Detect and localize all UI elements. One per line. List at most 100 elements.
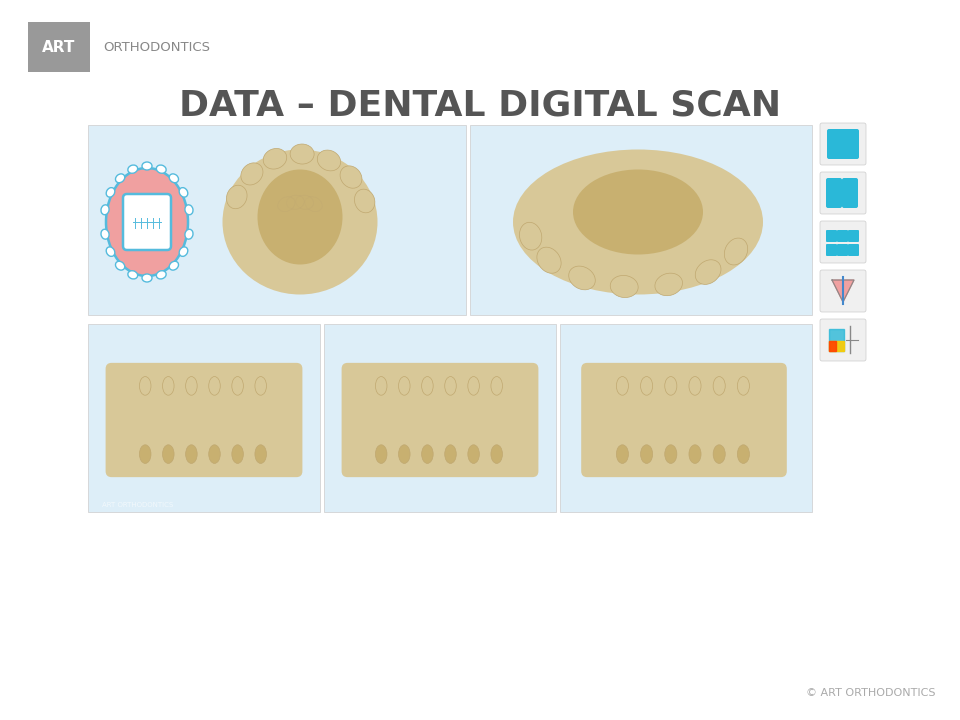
Ellipse shape [180,188,188,197]
Ellipse shape [185,445,197,464]
FancyBboxPatch shape [560,324,812,512]
Ellipse shape [689,377,701,395]
FancyBboxPatch shape [324,324,556,512]
FancyBboxPatch shape [123,194,171,250]
Ellipse shape [128,271,137,279]
Ellipse shape [421,445,433,464]
Ellipse shape [223,150,377,294]
Ellipse shape [664,445,677,464]
Ellipse shape [106,168,188,276]
Polygon shape [829,341,844,351]
Ellipse shape [655,273,683,296]
Ellipse shape [491,377,502,395]
FancyBboxPatch shape [88,324,320,512]
Ellipse shape [162,377,174,395]
Ellipse shape [296,195,314,210]
Ellipse shape [640,377,653,395]
Polygon shape [832,280,854,302]
Ellipse shape [340,166,362,188]
Ellipse shape [208,377,220,395]
Text: ORTHODONTICS: ORTHODONTICS [103,40,210,53]
Ellipse shape [142,162,152,170]
Ellipse shape [139,377,151,395]
FancyBboxPatch shape [848,230,859,242]
Ellipse shape [169,174,179,183]
Ellipse shape [713,445,725,464]
Ellipse shape [101,229,109,239]
FancyBboxPatch shape [837,230,848,242]
Ellipse shape [318,150,341,171]
Ellipse shape [286,195,304,210]
FancyBboxPatch shape [826,178,842,208]
Ellipse shape [664,377,677,395]
FancyBboxPatch shape [470,125,812,315]
Ellipse shape [398,377,410,395]
Ellipse shape [491,445,502,464]
FancyBboxPatch shape [820,221,866,263]
Ellipse shape [255,445,267,464]
FancyBboxPatch shape [820,172,866,214]
Ellipse shape [616,377,629,395]
FancyBboxPatch shape [106,363,302,477]
Ellipse shape [468,445,479,464]
Ellipse shape [611,276,638,297]
Ellipse shape [156,165,166,174]
Ellipse shape [305,197,323,212]
Ellipse shape [180,247,188,256]
Polygon shape [829,329,844,351]
Ellipse shape [568,266,595,289]
Ellipse shape [468,377,479,395]
Ellipse shape [513,150,763,294]
FancyBboxPatch shape [820,319,866,361]
Text: DATA – DENTAL DIGITAL SCAN: DATA – DENTAL DIGITAL SCAN [179,88,781,122]
Text: © ART ORTHODONTICS: © ART ORTHODONTICS [805,688,935,698]
FancyBboxPatch shape [820,123,866,165]
Ellipse shape [375,445,387,464]
FancyBboxPatch shape [837,244,848,256]
Ellipse shape [398,445,410,464]
Ellipse shape [107,247,115,256]
Ellipse shape [290,144,314,164]
FancyBboxPatch shape [848,244,859,256]
FancyBboxPatch shape [581,363,787,477]
Ellipse shape [115,174,125,183]
Ellipse shape [713,377,725,395]
FancyBboxPatch shape [826,230,837,242]
Ellipse shape [444,445,456,464]
Ellipse shape [519,222,541,250]
Ellipse shape [101,204,109,215]
Ellipse shape [354,189,374,213]
Ellipse shape [725,238,748,265]
Ellipse shape [185,377,197,395]
FancyBboxPatch shape [88,125,466,315]
Ellipse shape [689,445,701,464]
Ellipse shape [162,445,174,464]
FancyBboxPatch shape [820,270,866,312]
Ellipse shape [616,445,629,464]
Ellipse shape [737,445,750,464]
Ellipse shape [128,165,137,174]
Ellipse shape [115,261,125,270]
Ellipse shape [421,377,433,395]
Ellipse shape [255,377,267,395]
FancyBboxPatch shape [842,178,858,208]
Ellipse shape [156,271,166,279]
Ellipse shape [695,260,721,284]
Ellipse shape [169,261,179,270]
Ellipse shape [640,445,653,464]
Ellipse shape [139,445,151,464]
Ellipse shape [231,377,244,395]
Ellipse shape [263,148,287,169]
Ellipse shape [573,169,703,254]
FancyBboxPatch shape [28,22,90,72]
Ellipse shape [231,445,244,464]
Ellipse shape [227,185,247,209]
Text: ART: ART [42,40,76,55]
Ellipse shape [142,274,152,282]
FancyBboxPatch shape [827,129,859,159]
Ellipse shape [107,188,115,197]
Ellipse shape [257,169,343,264]
Ellipse shape [185,229,193,239]
Text: ART ORTHODONTICS: ART ORTHODONTICS [102,502,173,508]
Ellipse shape [375,377,387,395]
